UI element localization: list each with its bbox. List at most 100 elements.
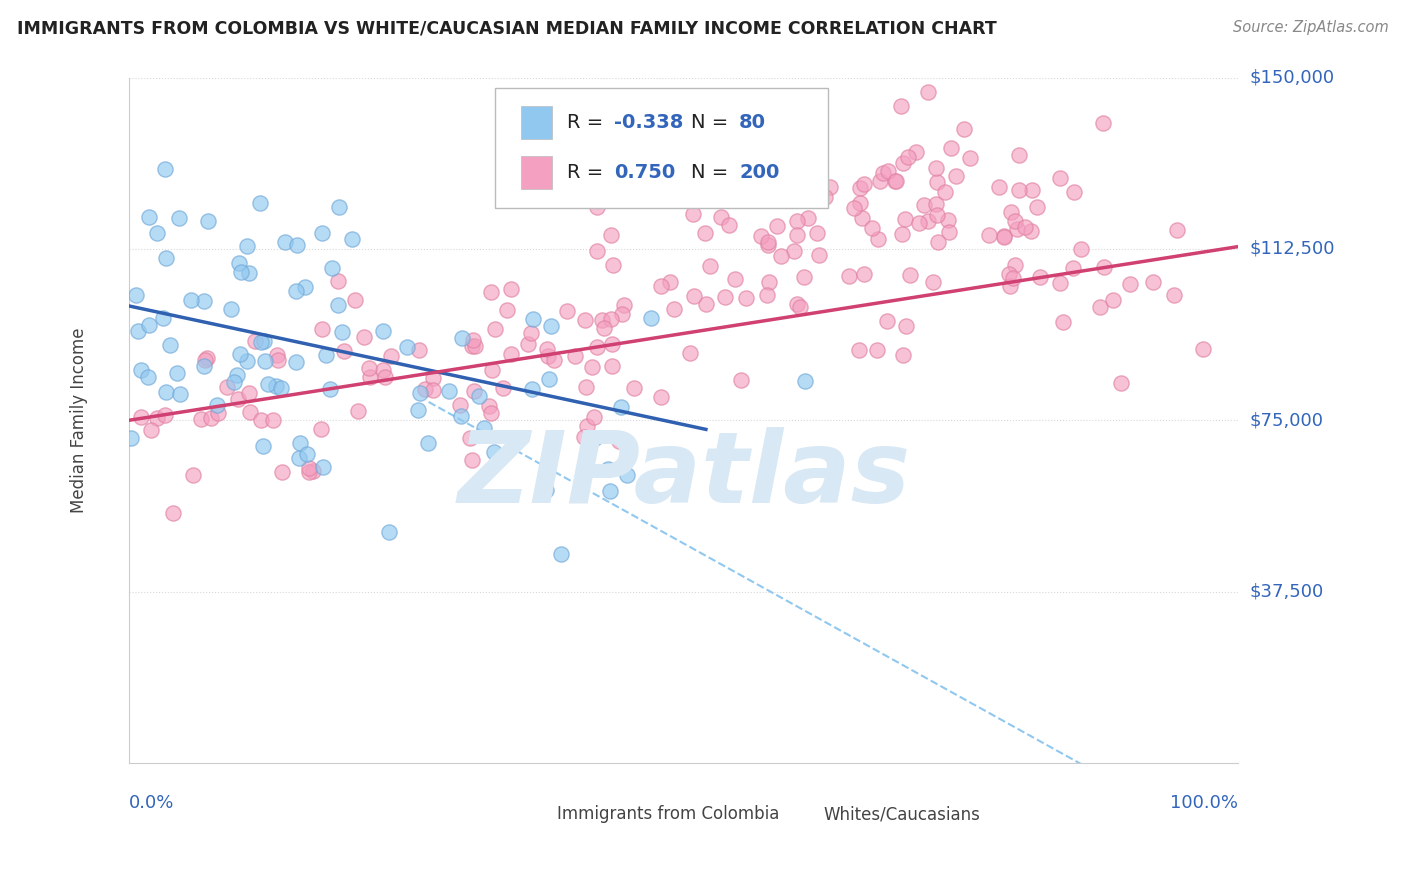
Point xyxy=(288,451,311,466)
Point xyxy=(238,386,260,401)
Point xyxy=(120,432,142,446)
Point xyxy=(1088,300,1111,314)
Point xyxy=(763,190,786,204)
Point xyxy=(586,200,609,214)
Text: $150,000: $150,000 xyxy=(1250,69,1334,87)
Point xyxy=(598,462,620,476)
Point xyxy=(693,226,716,240)
Point xyxy=(330,325,353,339)
Point xyxy=(959,151,981,165)
Point xyxy=(860,221,883,235)
Point xyxy=(1049,277,1071,291)
Point xyxy=(374,370,396,384)
Point xyxy=(197,214,219,228)
Point xyxy=(1049,170,1071,185)
Point xyxy=(422,384,444,398)
Point xyxy=(925,208,948,222)
Point xyxy=(145,411,167,425)
FancyBboxPatch shape xyxy=(520,106,551,139)
Point xyxy=(945,169,967,184)
Point xyxy=(814,190,837,204)
Point xyxy=(295,447,318,461)
Text: Source: ZipAtlas.com: Source: ZipAtlas.com xyxy=(1233,20,1389,35)
Point xyxy=(849,195,872,210)
Point xyxy=(326,298,349,312)
Point xyxy=(1070,242,1092,256)
Text: $37,500: $37,500 xyxy=(1250,582,1323,600)
Point xyxy=(993,228,1015,243)
Point xyxy=(1026,200,1049,214)
Point xyxy=(925,175,948,189)
Point xyxy=(586,244,609,258)
Point xyxy=(460,453,482,467)
Point xyxy=(758,238,780,252)
Point xyxy=(239,404,262,418)
Point xyxy=(897,150,920,164)
Point xyxy=(166,366,188,380)
Point xyxy=(499,282,522,296)
Point xyxy=(853,177,876,191)
Point xyxy=(155,251,177,265)
Point xyxy=(1019,224,1042,238)
Point xyxy=(891,348,914,362)
Point xyxy=(838,269,860,284)
Text: 0.0%: 0.0% xyxy=(129,794,174,812)
Point xyxy=(765,219,787,233)
Point xyxy=(353,330,375,344)
Point xyxy=(550,547,572,561)
Text: N =: N = xyxy=(692,113,735,132)
Point xyxy=(848,180,870,194)
Point xyxy=(229,264,252,278)
Point xyxy=(253,334,276,348)
Point xyxy=(869,174,891,188)
Point xyxy=(180,293,202,307)
Point xyxy=(1091,116,1114,130)
Point xyxy=(749,229,772,244)
Point xyxy=(640,310,662,325)
Point xyxy=(623,381,645,395)
Point xyxy=(786,227,808,242)
Point xyxy=(226,368,249,382)
Point xyxy=(730,373,752,387)
Point xyxy=(683,288,706,302)
Point xyxy=(321,261,343,276)
Point xyxy=(458,431,481,445)
Point xyxy=(200,411,222,425)
Point xyxy=(699,259,721,273)
Point xyxy=(474,420,496,434)
Point xyxy=(333,344,356,359)
Point xyxy=(222,375,245,389)
Point xyxy=(343,293,366,307)
Point xyxy=(1142,275,1164,289)
Point xyxy=(311,322,333,336)
Point xyxy=(127,324,149,338)
Point xyxy=(319,382,342,396)
Point xyxy=(1000,204,1022,219)
Point xyxy=(463,333,485,347)
Point xyxy=(205,398,228,412)
Text: N =: N = xyxy=(692,162,735,182)
Point xyxy=(464,339,486,353)
Point xyxy=(922,275,945,289)
Point xyxy=(586,340,609,354)
Point xyxy=(993,229,1015,244)
Point xyxy=(599,483,621,498)
Point xyxy=(891,156,914,170)
Point xyxy=(1092,260,1115,274)
Point xyxy=(267,352,290,367)
Text: Median Family Income: Median Family Income xyxy=(70,327,89,513)
Point xyxy=(770,249,793,263)
Point xyxy=(1052,315,1074,329)
Point xyxy=(312,459,335,474)
Point xyxy=(249,196,271,211)
Point xyxy=(592,321,614,335)
Point xyxy=(925,161,948,176)
Point xyxy=(451,331,474,345)
Point xyxy=(650,390,672,404)
Point xyxy=(409,386,432,401)
Point xyxy=(998,279,1021,293)
Point xyxy=(1163,288,1185,302)
Point xyxy=(852,267,875,281)
Point xyxy=(650,279,672,293)
Point xyxy=(195,351,218,365)
